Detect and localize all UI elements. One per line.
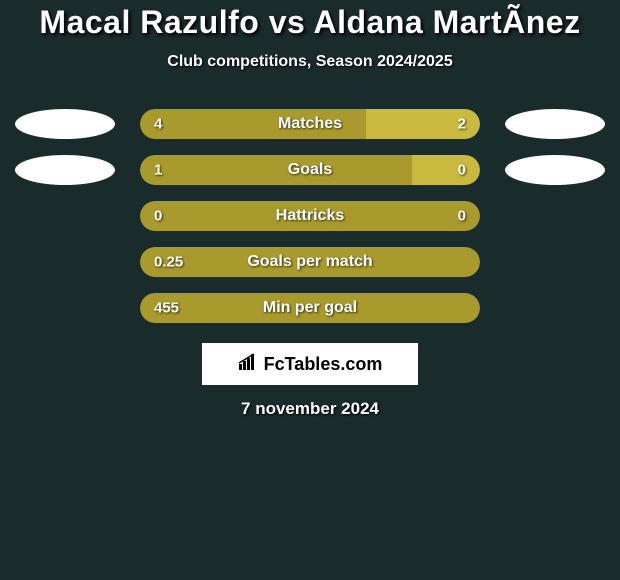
stat-bar: 0 0 Hattricks [140, 201, 480, 231]
stat-label: Goals per match [247, 253, 372, 271]
stat-value-left: 0.25 [154, 254, 183, 271]
stat-label: Hattricks [276, 207, 344, 225]
stat-bar: 4 2 Matches [140, 109, 480, 139]
logo-badge: FcTables.com [202, 343, 418, 385]
infographic-container: Macal Razulfo vs Aldana MartÃ­nez Club c… [0, 0, 620, 419]
stat-bar: 1 0 Goals [140, 155, 480, 185]
stat-value-right: 0 [458, 162, 466, 179]
logo-label: FcTables.com [264, 354, 383, 375]
stat-value-left: 0 [154, 208, 162, 225]
stat-label: Matches [278, 115, 342, 133]
stat-bar: 0.25 Goals per match [140, 247, 480, 277]
stat-value-left: 455 [154, 300, 179, 317]
stat-row: 0 0 Hattricks [0, 201, 620, 231]
page-title: Macal Razulfo vs Aldana MartÃ­nez [0, 4, 620, 41]
chart-bar-icon [238, 353, 260, 376]
stat-value-right: 2 [458, 116, 466, 133]
stat-row: 455 Min per goal [0, 293, 620, 323]
bars-container: 4 2 Matches 1 0 Goals 0 0 Hattricks 0.25 Goals per… [0, 109, 620, 323]
player-left-marker [15, 155, 115, 185]
stat-label: Goals [288, 161, 332, 179]
bar-segment-right [412, 155, 480, 185]
stat-row: 1 0 Goals [0, 155, 620, 185]
stat-value-left: 1 [154, 162, 162, 179]
stat-label: Min per goal [263, 299, 357, 317]
bar-segment-left [140, 155, 412, 185]
stat-value-left: 4 [154, 116, 162, 133]
stat-bar: 455 Min per goal [140, 293, 480, 323]
date-text: 7 november 2024 [0, 399, 620, 419]
player-right-marker [505, 155, 605, 185]
subtitle: Club competitions, Season 2024/2025 [0, 53, 620, 71]
stat-row: 0.25 Goals per match [0, 247, 620, 277]
stat-value-right: 0 [458, 208, 466, 225]
logo-text: FcTables.com [238, 353, 383, 376]
stat-row: 4 2 Matches [0, 109, 620, 139]
player-left-marker [15, 109, 115, 139]
player-right-marker [505, 109, 605, 139]
